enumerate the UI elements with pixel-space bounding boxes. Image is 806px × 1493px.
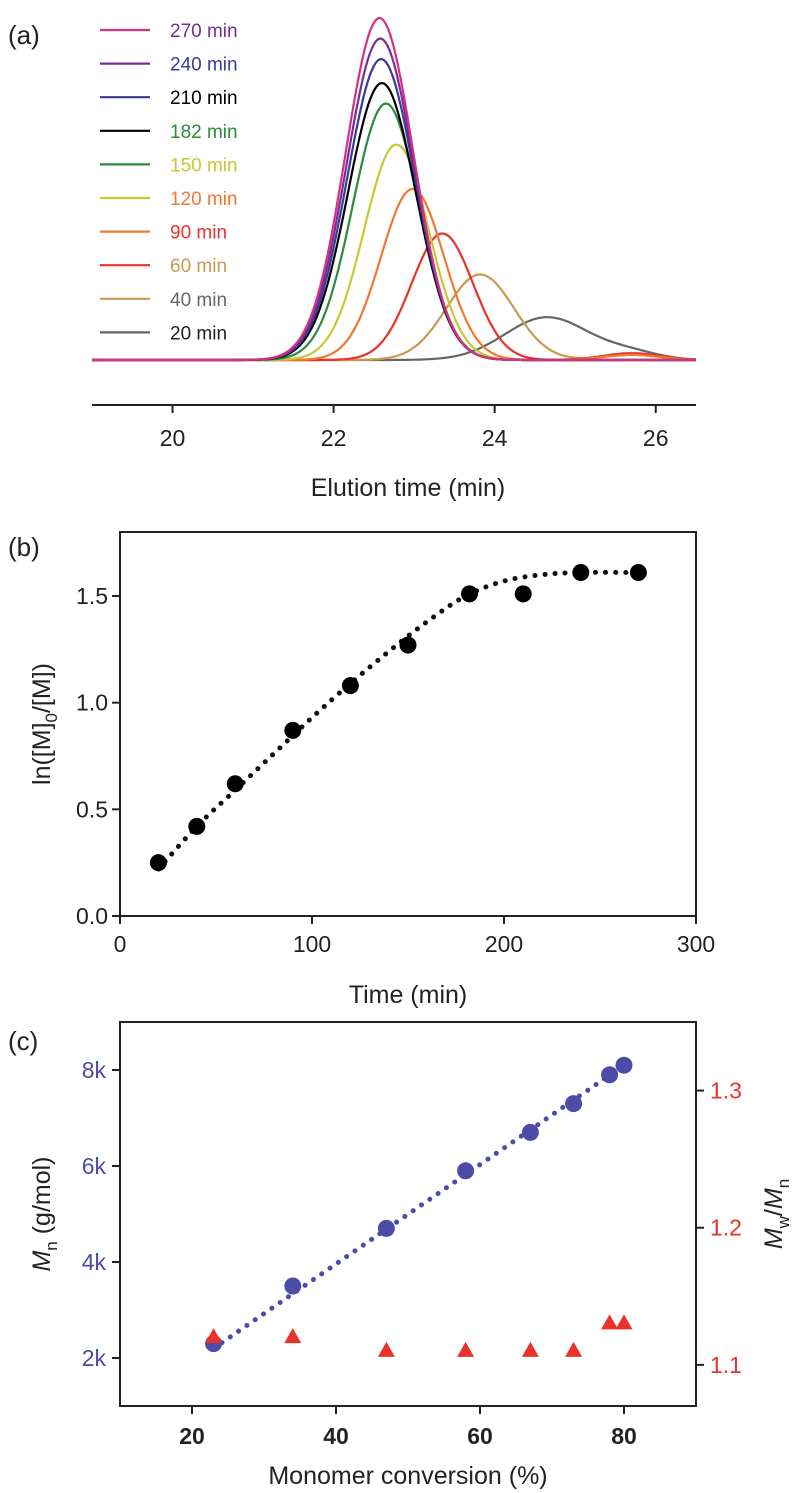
mn-points xyxy=(205,1056,633,1353)
mn-point xyxy=(457,1162,475,1180)
panel-a-label: (a) xyxy=(8,20,40,50)
data-point xyxy=(514,585,532,603)
data-point xyxy=(188,817,206,835)
legend-label: 90 min xyxy=(170,223,227,244)
fit-line xyxy=(155,569,641,872)
y-tick-label: 1.5 xyxy=(76,583,108,609)
pdi-point xyxy=(601,1314,619,1330)
y-tick-label-left: 4k xyxy=(82,1249,107,1275)
x-tick-label: 300 xyxy=(677,931,715,957)
y-tick-label-right: 1.1 xyxy=(710,1352,742,1378)
x-tick-label: 22 xyxy=(321,425,347,451)
panel-c-label: (c) xyxy=(8,1026,38,1056)
y-axis-title-right: Mw/Mn xyxy=(760,1179,793,1249)
x-tick-label: 0 xyxy=(114,931,127,957)
legend-label: 240 min xyxy=(170,55,238,76)
data-point xyxy=(460,585,478,603)
y-tick-label-left: 2k xyxy=(82,1345,107,1371)
x-tick-label: 26 xyxy=(643,425,669,451)
x-ticks: 20 40 60 80 xyxy=(179,1406,637,1449)
pdi-point xyxy=(521,1341,539,1357)
legend-label: 60 min xyxy=(170,256,227,277)
y-tick-label: 1.0 xyxy=(76,690,108,716)
data-point xyxy=(226,775,244,793)
legend-label: 210 min xyxy=(170,88,238,109)
y-ticks-right: 1.1 1.2 1.3 xyxy=(696,1078,742,1378)
pdi-point xyxy=(205,1328,223,1344)
x-ticks: 0 100 200 300 xyxy=(114,916,715,957)
data-point xyxy=(341,677,359,695)
x-tick-label: 20 xyxy=(160,425,186,451)
data-point xyxy=(399,636,417,654)
mn-point xyxy=(521,1123,539,1141)
fit-curve xyxy=(155,569,641,872)
panel-b-label: (b) xyxy=(8,532,40,562)
x-axis-title: Elution time (min) xyxy=(311,474,506,502)
y-tick-label-right: 1.2 xyxy=(710,1215,742,1241)
data-point xyxy=(284,721,302,739)
plot-frame xyxy=(119,1021,697,1407)
pdi-point xyxy=(457,1341,475,1357)
legend-label: 150 min xyxy=(170,155,238,176)
y-tick-label-right: 1.3 xyxy=(710,1078,742,1104)
mn-point xyxy=(601,1066,619,1084)
x-tick-label: 200 xyxy=(485,931,523,957)
x-tick-label: 100 xyxy=(293,931,331,957)
pdi-point xyxy=(565,1341,583,1357)
plot-frame xyxy=(119,531,697,917)
x-tick-label: 40 xyxy=(323,1423,349,1449)
gpc-curve xyxy=(92,16,696,362)
legend-label: 40 min xyxy=(170,290,227,311)
gpc-curves xyxy=(92,16,697,362)
mn-point xyxy=(565,1095,583,1113)
pdi-points xyxy=(205,1314,633,1357)
pdi-point xyxy=(377,1341,395,1357)
panel-b-kinetics: (b) 0.0 0.5 1.0 1.5 0 100 200 300 Time (min) l… xyxy=(8,531,715,1009)
legend: 270 min 240 min 210 min 182 min 150 min 120 m… xyxy=(100,21,238,344)
x-axis-title: Monomer conversion (%) xyxy=(268,1462,547,1490)
y-ticks: 0.0 0.5 1.0 1.5 xyxy=(76,583,120,929)
panel-c-mn-conversion: (c) 2k 4k 6k 8k 1.1 1.2 1.3 20 40 60 80 Monomer … xyxy=(8,1021,793,1490)
y-tick-label-left: 8k xyxy=(82,1057,107,1083)
data-point xyxy=(572,564,590,582)
fit-line-mn xyxy=(211,1062,627,1351)
x-tick-label: 80 xyxy=(611,1423,637,1449)
y-ticks-left: 2k 4k 6k 8k xyxy=(82,1057,120,1371)
x-tick-label: 20 xyxy=(179,1423,205,1449)
data-point xyxy=(149,854,167,872)
y-tick-label-left: 6k xyxy=(82,1153,107,1179)
y-tick-label: 0.5 xyxy=(76,796,108,822)
y-tick-label: 0.0 xyxy=(76,903,108,929)
mn-point xyxy=(284,1277,302,1295)
x-ticks: 20 22 24 26 xyxy=(160,405,669,451)
panel-a-gpc-traces: (a) 270 min 240 min 210 min 182 min 150 min 1… xyxy=(8,16,697,502)
y-axis-title: ln([M]0/[M]) xyxy=(28,663,61,785)
legend-label: 182 min xyxy=(170,122,238,143)
x-tick-label: 24 xyxy=(482,425,508,451)
x-axis-title: Time (min) xyxy=(349,981,468,1009)
fit-line xyxy=(211,1062,627,1351)
legend-label: 270 min xyxy=(170,21,238,42)
mn-point xyxy=(377,1219,395,1237)
pdi-point xyxy=(615,1314,633,1330)
gpc-curve xyxy=(92,273,696,362)
data-points xyxy=(149,564,647,872)
legend-label: 20 min xyxy=(170,323,227,344)
data-point xyxy=(629,564,647,582)
pdi-point xyxy=(284,1328,302,1344)
mn-point xyxy=(615,1056,633,1074)
legend-label: 120 min xyxy=(170,189,238,210)
y-axis-title-left: Mn (g/mol) xyxy=(28,1156,61,1271)
x-tick-label: 60 xyxy=(467,1423,493,1449)
